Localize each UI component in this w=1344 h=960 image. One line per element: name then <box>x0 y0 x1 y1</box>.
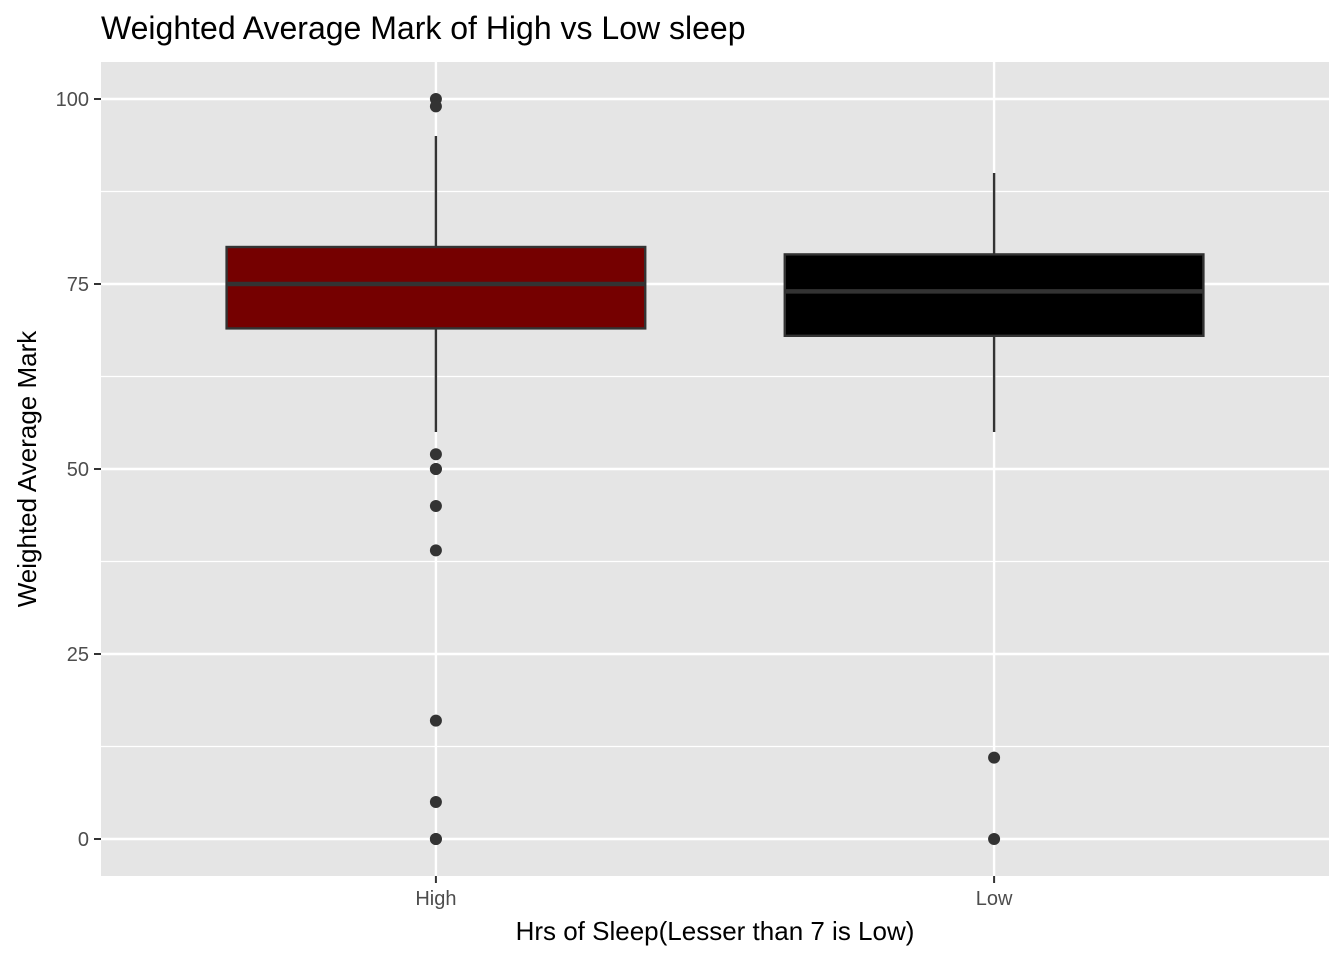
outlier-point <box>988 751 1001 764</box>
x-tick-label: High <box>415 888 456 910</box>
outlier-point <box>429 544 442 557</box>
outlier-point <box>988 833 1001 845</box>
box-high <box>225 93 647 845</box>
y-tick-label: 0 <box>78 829 89 851</box>
chart-title: Weighted Average Mark of High vs Low sle… <box>101 10 746 46</box>
y-axis: 0 25 50 75 100 <box>56 89 101 851</box>
box-body <box>783 253 1205 337</box>
outlier-point <box>429 500 442 512</box>
y-tick-label: 100 <box>56 89 89 111</box>
y-tick-label: 25 <box>67 644 89 666</box>
outlier-point <box>429 463 442 475</box>
y-axis-title: Weighted Average Mark <box>12 330 42 608</box>
box-low <box>783 173 1205 845</box>
x-axis: High Low <box>415 876 1013 910</box>
outlier-point <box>429 448 442 461</box>
x-axis-title: Hrs of Sleep(Lesser than 7 is Low) <box>516 916 915 946</box>
x-tick-label: Low <box>976 888 1013 910</box>
y-tick-label: 75 <box>67 274 89 296</box>
outlier-point <box>429 796 442 808</box>
outlier-point <box>429 833 442 845</box>
boxes <box>225 93 1205 845</box>
outlier-point <box>429 714 442 727</box>
outlier-point <box>429 100 442 113</box>
y-tick-label: 50 <box>67 459 89 481</box>
box-body <box>225 245 647 330</box>
